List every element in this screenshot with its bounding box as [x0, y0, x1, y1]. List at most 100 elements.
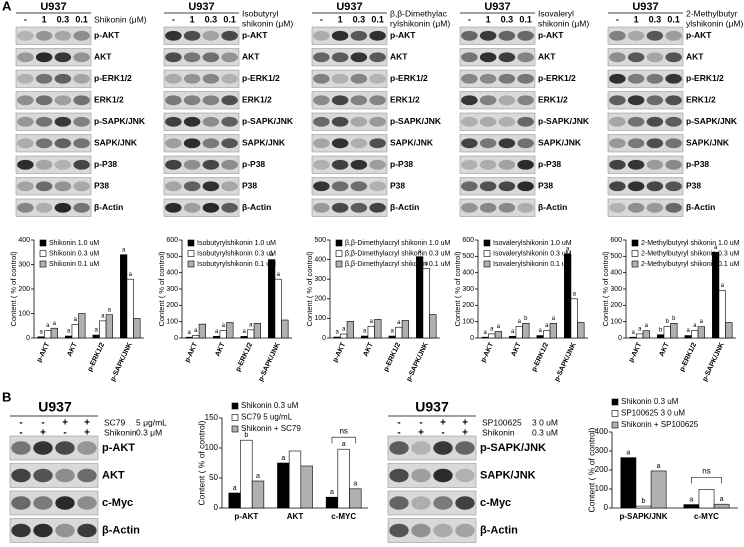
x-tick-label: p-SAPK/JNK: [619, 512, 667, 521]
blot-band: [313, 95, 330, 106]
significance-letter: a: [645, 323, 649, 329]
condition-dose: 5 μg/mL: [136, 417, 167, 427]
significance-letter: a: [370, 319, 374, 325]
blot-band: [479, 202, 497, 213]
legend-swatch: [187, 239, 195, 247]
blot-band: [73, 202, 90, 213]
blot-strip: [311, 91, 388, 110]
blot-band: [479, 73, 497, 84]
blot-band: [627, 181, 645, 192]
significance-letter: a: [330, 489, 334, 496]
blot-band: [183, 116, 201, 127]
blot-band: [17, 52, 34, 63]
blot-band: [54, 95, 72, 106]
significance-letter: a: [721, 283, 725, 289]
y-tick-label: 600: [166, 237, 178, 244]
y-tick-label: 400: [462, 270, 474, 277]
blot-strip: [311, 198, 388, 217]
significance-letter: a: [693, 323, 697, 329]
legend-label: SC79 5 ug/mL: [241, 413, 293, 422]
blot-band: [331, 52, 349, 63]
band-label: SAPK/JNK: [538, 138, 582, 148]
blot-strip: [459, 91, 536, 110]
blot-strip: [607, 26, 684, 45]
significance-letter: a: [686, 328, 690, 334]
blot-band: [433, 468, 453, 483]
blot-band: [183, 202, 201, 213]
bar: [635, 505, 652, 509]
panel-label: B: [2, 389, 11, 404]
blot-band: [479, 116, 497, 127]
y-tick-label: 100: [314, 315, 326, 322]
blot-band: [609, 30, 626, 41]
bar: [684, 335, 692, 339]
band-label: β-Actin: [102, 524, 140, 536]
blot-band: [609, 95, 626, 106]
legend-label: SP100625 3 0 uM: [621, 409, 685, 418]
blot-band: [498, 138, 516, 149]
bar: [92, 334, 100, 339]
legend-label: Isobutyrylshikonin 1.0 uM: [197, 240, 276, 247]
blot-band: [411, 441, 431, 455]
blot-strip: [15, 69, 92, 88]
blot-band: [183, 138, 201, 149]
band-label: ERK1/2: [686, 95, 716, 105]
blot-band: [17, 202, 34, 213]
y-tick-label: 500: [610, 253, 622, 260]
blot-band: [313, 52, 330, 63]
bar: [37, 336, 45, 339]
lane-sign: +: [418, 428, 424, 439]
y-tick-label: 200: [18, 286, 30, 293]
blot-band: [369, 52, 386, 63]
blot-band: [35, 52, 53, 63]
bar: [718, 290, 726, 339]
bar: [78, 313, 86, 339]
blot-strip: [607, 177, 684, 196]
cell-line: U937: [188, 1, 214, 13]
blot-strip: [163, 69, 240, 88]
treatment-label: ylshikonin (μM): [686, 18, 743, 28]
blot-band: [646, 30, 664, 41]
blot-band: [369, 181, 386, 192]
blot-band: [350, 202, 368, 213]
significance-letter: a: [425, 261, 429, 267]
blot-band: [221, 138, 238, 149]
blot-band: [461, 52, 478, 63]
bar: [99, 320, 107, 339]
cell-line: U937: [415, 399, 449, 415]
blot-band: [55, 441, 75, 455]
annotation: ns: [339, 426, 347, 435]
legend-swatch: [611, 421, 619, 429]
x-tick-label: p-ERK1/2: [87, 342, 107, 373]
legend-swatch: [231, 414, 239, 421]
blot-band: [665, 116, 682, 127]
blot-band: [609, 181, 626, 192]
significance-letter: a: [242, 329, 246, 335]
bar: [395, 326, 403, 339]
lane-label: 1: [42, 14, 47, 24]
blot-band: [202, 52, 220, 63]
significance-letter: a: [497, 324, 501, 330]
band-label: p-AKT: [94, 30, 120, 40]
band-label: p-SAPK/JNK: [538, 116, 590, 126]
blot-band: [461, 159, 478, 170]
blot-band: [517, 116, 534, 127]
lane-label: 1: [190, 14, 195, 24]
blot-band: [369, 30, 386, 41]
condition-name: SC79: [104, 417, 126, 427]
blot-strip: [311, 177, 388, 196]
blot-band: [498, 181, 516, 192]
bar: [642, 330, 650, 339]
significance-letter: a: [397, 320, 401, 326]
condition-dose: 3 0 uM: [532, 417, 558, 427]
blot-band: [165, 181, 182, 192]
blot-band: [202, 30, 220, 41]
blot-strip: [163, 112, 240, 131]
y-tick-label: 500: [314, 237, 326, 244]
band-label: p-AKT: [242, 30, 268, 40]
significance-letter: a: [573, 291, 577, 297]
y-tick-label: 150: [205, 413, 219, 422]
blot-band: [350, 181, 368, 192]
blot-band: [627, 95, 645, 106]
band-label: p-SAPK/JNK: [390, 116, 442, 126]
